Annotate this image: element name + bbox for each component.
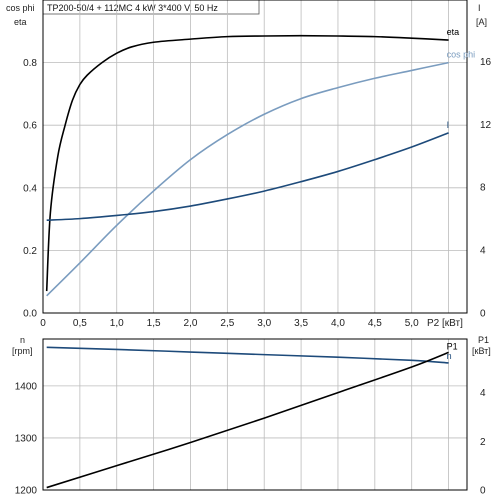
left-tick-label: 0.0 <box>23 309 37 320</box>
right-tick-label: 4 <box>480 388 486 399</box>
series-line-eta <box>45 34 449 292</box>
series-label-p1: P1 <box>447 341 458 351</box>
left-axis-label-top-line2: eta <box>14 17 27 27</box>
right-tick-label: 8 <box>480 183 486 194</box>
x-tick-label: 2,0 <box>184 318 198 329</box>
plot-frame <box>42 0 468 314</box>
left-axis-label-top-line1: cos phi <box>6 3 35 13</box>
x-tick-label: 4,0 <box>331 318 345 329</box>
series-line-p1 <box>46 351 449 489</box>
left-axis-label-bottom-line2: [rpm] <box>12 346 33 356</box>
right-tick-label: 4 <box>480 246 486 257</box>
chart-title: TP200-50/4 + 112MC 4 kW 3*400 V, 50 Hz <box>47 3 218 13</box>
x-tick-label: 5,0 <box>405 318 419 329</box>
series-label-i: I <box>447 120 450 130</box>
left-tick-label: 1200 <box>15 486 38 497</box>
left-axis-label-bottom-line1: n <box>20 335 25 345</box>
x-tick-label: 2,5 <box>220 318 234 329</box>
left-tick-label: 0.2 <box>23 246 37 257</box>
series-label-cos-phi: cos phi <box>447 50 476 60</box>
right-axis-label-top-line1: I <box>478 3 481 13</box>
x-tick-label: 1,5 <box>147 318 161 329</box>
left-tick-label: 0.6 <box>23 121 37 132</box>
x-tick-label: 1,0 <box>110 318 124 329</box>
right-tick-label: 12 <box>480 120 492 131</box>
right-tick-label: 16 <box>480 57 492 68</box>
x-tick-label: 0 <box>40 318 46 329</box>
left-tick-label: 0.8 <box>23 58 37 69</box>
plot-frame <box>42 338 468 491</box>
left-tick-label: 1400 <box>15 381 38 392</box>
x-tick-label: 0,5 <box>73 318 87 329</box>
right-axis-label-bottom-line2: [кВт] <box>472 346 491 356</box>
series-label-eta: eta <box>447 27 460 37</box>
left-tick-label: 1300 <box>15 433 38 444</box>
left-tick-label: 0.4 <box>23 183 37 194</box>
series-line-i <box>46 132 449 221</box>
tick-labels-layer: 0.0 0.2 0.4 0.6 0.8 0 4 8 12 16 0 0,5 1,0 1,5 2,0 2,5 3,… <box>15 57 492 497</box>
right-axis-label-top-line2: [A] <box>476 17 487 27</box>
series-line-n <box>46 346 449 364</box>
series-line-cos-phi <box>46 61 449 297</box>
x-tick-label: 3,0 <box>257 318 271 329</box>
right-tick-label: 0 <box>480 309 486 320</box>
right-axis-label-bottom-line1: P1 <box>478 335 489 345</box>
right-tick-label: 2 <box>480 437 486 448</box>
series-label-n: n <box>447 351 452 361</box>
right-tick-label: 0 <box>480 486 486 497</box>
x-tick-label: 4,5 <box>368 318 382 329</box>
x-axis-label: P2 [кВт] <box>427 318 463 329</box>
grid-layer <box>42 0 468 491</box>
x-tick-label: 3,5 <box>294 318 308 329</box>
